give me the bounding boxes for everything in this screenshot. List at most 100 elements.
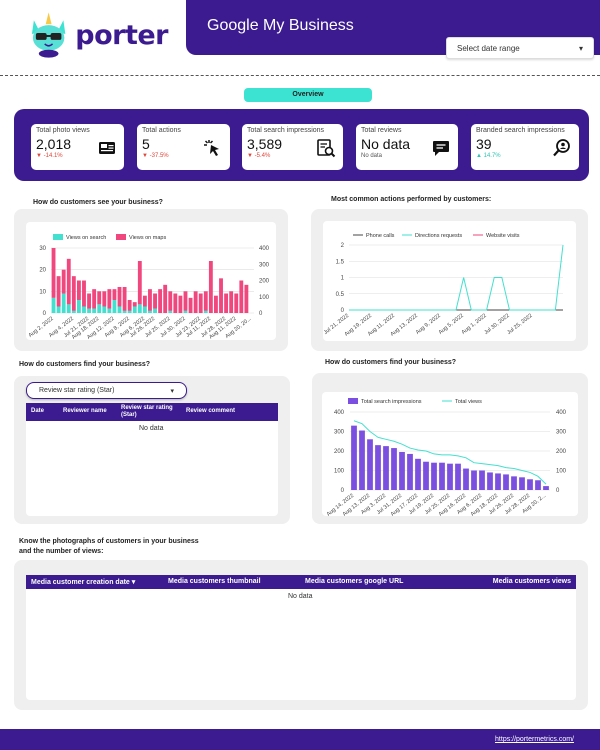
bar-views-on-maps bbox=[203, 291, 208, 311]
bar-views-on-maps bbox=[137, 261, 142, 305]
y2-tick-label: 0 bbox=[556, 488, 560, 494]
section-title-photos: Know the photographs of customers in you… bbox=[19, 538, 199, 555]
col-media-thumbnail[interactable]: Media customers thumbnail bbox=[168, 578, 261, 585]
bar-views-on-search bbox=[56, 306, 61, 313]
bar-views-on-search bbox=[117, 306, 122, 313]
caret-down-icon: ▾ bbox=[578, 43, 583, 53]
porter-link[interactable]: https://portermetrics.com/ bbox=[495, 736, 574, 743]
legend-directions-requests: Directions requests bbox=[415, 233, 462, 239]
bar-views-on-search bbox=[66, 304, 71, 313]
kpi-delta: No data bbox=[361, 153, 383, 159]
bar-views-on-search bbox=[183, 310, 188, 313]
bar-views-on-search bbox=[51, 297, 56, 313]
y2-tick-label: 300 bbox=[556, 430, 567, 436]
bar-total-search-impressions bbox=[391, 448, 397, 490]
legend-total-views: Total views bbox=[455, 399, 482, 405]
section-title-actions: Most common actions performed by custome… bbox=[331, 196, 492, 203]
kpi-label: Branded search impressions bbox=[476, 127, 565, 134]
reviews-table-header: Date Reviewer name Review star rating (S… bbox=[26, 403, 278, 421]
bar-views-on-search bbox=[148, 310, 152, 313]
series-line-total-views bbox=[353, 420, 547, 485]
date-range-select[interactable]: Select date range ▾ bbox=[446, 37, 594, 59]
caret-down-icon: ▾ bbox=[170, 387, 174, 395]
overview-button[interactable]: Overview bbox=[244, 88, 372, 102]
y-tick-label: 1.5 bbox=[336, 259, 345, 265]
media-table-header: Media customer creation date ▾ Media cus… bbox=[26, 575, 576, 589]
col-date[interactable]: Date bbox=[31, 408, 45, 414]
legend-total-search-impressions-swatch bbox=[348, 398, 358, 404]
bar-views-on-search bbox=[92, 308, 97, 313]
y-tick-label: 1 bbox=[341, 276, 345, 282]
y-tick-label: 200 bbox=[334, 449, 345, 455]
unicorn-cat-icon bbox=[31, 12, 66, 58]
kpi-value: 3,589 bbox=[247, 136, 283, 152]
bar-views-on-maps bbox=[183, 291, 188, 311]
col-review-comment[interactable]: Review comment bbox=[186, 408, 236, 414]
bar-views-on-maps bbox=[92, 289, 97, 309]
legend-views-on-maps: Views on maps bbox=[129, 235, 166, 241]
chart-card-impressions: 0 100 200 300 400 0 100 200 300 400 Total search i… bbox=[322, 392, 578, 518]
review-filter-label: Review star rating (Star) bbox=[39, 387, 115, 394]
col-media-views[interactable]: Media customers views bbox=[492, 578, 571, 585]
actions-line-chart: 0 0.5 1 1.5 2 Phone calls Directions requests W… bbox=[323, 233, 564, 338]
media-empty: No data bbox=[288, 593, 313, 600]
y2-tick-label: 100 bbox=[259, 295, 270, 301]
bar-total-search-impressions bbox=[431, 462, 437, 490]
y-tick-label: 400 bbox=[334, 410, 345, 416]
media-table bbox=[26, 575, 576, 700]
bar-views-on-search bbox=[122, 310, 127, 313]
y-tick-label: 2 bbox=[341, 243, 345, 249]
chat-bubble-icon bbox=[433, 141, 449, 156]
bar-total-search-impressions bbox=[535, 480, 541, 490]
col-review-star-rating[interactable]: Review star rating (Star) bbox=[121, 405, 173, 418]
y-tick-label: 20 bbox=[39, 268, 46, 274]
bar-total-search-impressions bbox=[351, 425, 357, 490]
bar-views-on-search bbox=[132, 306, 137, 313]
legend-views-on-search: Views on search bbox=[66, 235, 106, 241]
bar-views-on-maps bbox=[112, 289, 117, 300]
bar-total-search-impressions bbox=[375, 445, 381, 490]
brand-name: porter bbox=[75, 19, 168, 51]
kpi-card-search-impressions: Total search impressions 3,589 ▼ -5.4% bbox=[242, 124, 343, 170]
kpi-card-actions: Total actions 5 ▼ -37.5% bbox=[137, 124, 230, 170]
bar-views-on-search bbox=[102, 306, 107, 313]
search-document-icon bbox=[317, 139, 336, 158]
bar-views-on-maps bbox=[244, 284, 249, 313]
legend-phone-calls: Phone calls bbox=[366, 233, 395, 239]
cursor-click-icon bbox=[204, 140, 219, 156]
bar-total-search-impressions bbox=[383, 446, 389, 490]
bar-views-on-maps bbox=[193, 291, 198, 313]
date-range-placeholder: Select date range bbox=[457, 43, 520, 53]
bar-total-search-impressions bbox=[471, 470, 477, 490]
section-title-find-left: How do customers find your business? bbox=[19, 361, 151, 368]
col-reviewer-name[interactable]: Reviewer name bbox=[63, 408, 107, 414]
bar-total-search-impressions bbox=[415, 458, 421, 490]
bar-views-on-maps bbox=[214, 295, 218, 313]
bar-views-on-maps bbox=[82, 280, 86, 307]
kpi-label: Total actions bbox=[142, 127, 181, 134]
bar-views-on-maps bbox=[229, 291, 234, 313]
y-tick-label: 0 bbox=[341, 488, 345, 494]
reviews-empty: No data bbox=[139, 425, 164, 432]
review-rating-filter[interactable]: Review star rating (Star) ▾ bbox=[26, 382, 187, 399]
chart-card-views: 0 10 20 30 0 100 200 300 400 Views on search Views… bbox=[26, 222, 276, 341]
bar-views-on-maps bbox=[117, 287, 122, 307]
bar-views-on-maps bbox=[122, 287, 127, 311]
bar-views-on-maps bbox=[239, 280, 244, 313]
bar-total-search-impressions bbox=[479, 470, 485, 490]
bar-total-search-impressions bbox=[407, 453, 413, 490]
bar-total-search-impressions bbox=[439, 462, 445, 490]
kpi-delta: ▲ 14.7% bbox=[476, 153, 501, 159]
col-media-creation-date[interactable]: Media customer creation date ▾ bbox=[31, 579, 136, 586]
bar-views-on-maps bbox=[66, 258, 71, 305]
bar-views-on-maps bbox=[102, 291, 107, 307]
bar-views-on-maps bbox=[76, 280, 81, 300]
divider bbox=[0, 75, 600, 76]
kpi-delta: ▼ -5.4% bbox=[247, 153, 271, 159]
y-tick-label: 0 bbox=[43, 311, 47, 317]
y2-tick-label: 400 bbox=[259, 246, 270, 252]
series-line-directions-requests bbox=[349, 244, 564, 311]
y-tick-label: 30 bbox=[39, 246, 46, 252]
col-media-google-url[interactable]: Media customers google URL bbox=[305, 578, 404, 585]
